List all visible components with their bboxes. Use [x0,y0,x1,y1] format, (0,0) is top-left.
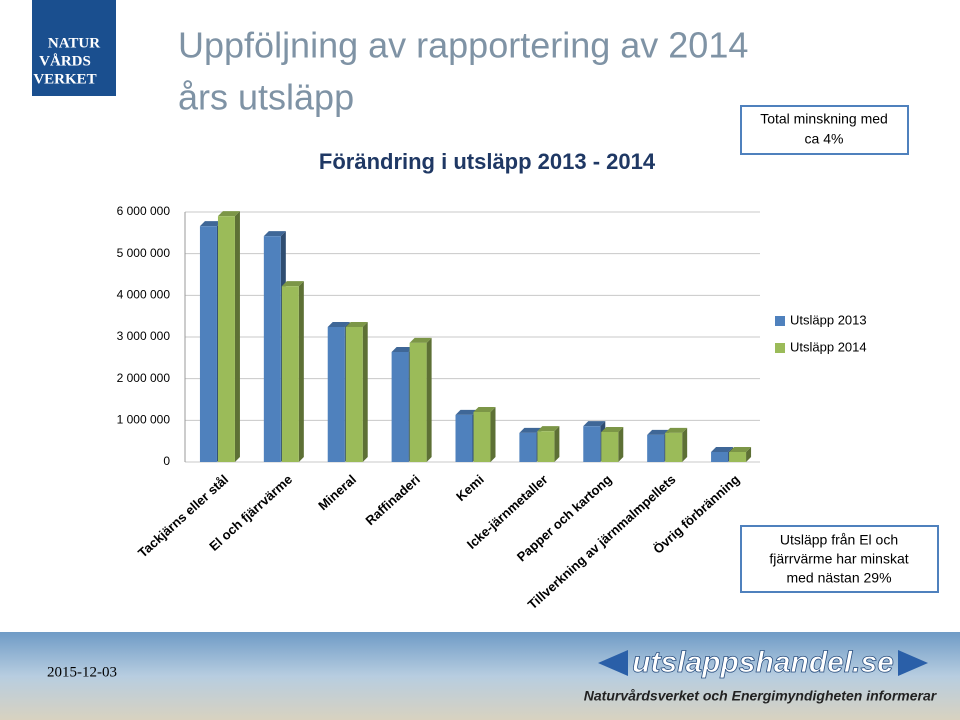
bar-top [519,427,542,433]
bar-side [618,427,624,462]
y-tick-label: 2 000 000 [117,371,171,385]
legend-label: Utsläpp 2013 [790,312,867,327]
bar-top [583,421,606,427]
legend-label: Utsläpp 2014 [790,339,867,354]
bar [665,432,683,462]
bar [327,327,345,462]
arrow-icon [598,650,628,676]
logo-text: VERKET [33,71,96,87]
bar [583,426,601,462]
bar-side [554,426,560,462]
bar-top [473,407,496,412]
callout-text: Utsläpp från El och [780,532,898,548]
footer-site: utslappshandel.se [632,646,894,679]
y-tick-label: 5 000 000 [117,246,171,260]
bar-top [263,231,286,237]
logo [32,0,116,96]
bar-top [711,447,734,452]
callout-text: ca 4% [805,131,844,147]
y-tick-label: 0 [163,454,170,468]
bar-side [490,407,496,462]
legend-swatch [775,343,785,353]
bar-side [362,322,368,462]
bar [711,452,729,462]
bar [345,327,363,462]
bar-top [345,322,368,327]
bar-top [217,211,240,217]
slide-title: Uppföljning av rapportering av 2014 [178,25,748,66]
date: 2015-12-03 [47,664,117,680]
callout-text: fjärrvärme har minskat [769,551,908,567]
y-tick-label: 1 000 000 [117,413,171,427]
bar [199,226,217,462]
logo-text: VÅRDS [39,53,91,69]
logo-text: NATUR [48,35,100,51]
bar-side [298,281,304,462]
legend-swatch [775,316,785,326]
arrow-icon [898,650,928,676]
bar [647,434,665,462]
bar [409,342,427,462]
chart-title: Förändring i utsläpp 2013 - 2014 [319,149,656,174]
callout [740,525,939,593]
y-tick-label: 4 000 000 [117,288,171,302]
bar [455,414,473,462]
bar-top [601,427,624,432]
bar-side [682,427,688,462]
bar-top [537,426,560,432]
bar [519,432,537,462]
bar [281,286,299,462]
footer-sub: Naturvårdsverket och Energimyndigheten i… [584,688,938,704]
bar-top [327,322,350,327]
bar [537,431,555,462]
bar-side [234,211,240,462]
bar-top [647,429,670,435]
bar-top [199,221,222,227]
bar-side [426,337,432,462]
bar [391,352,409,462]
bar [473,412,491,462]
bar-top [729,447,752,452]
callout-text: Total minskning med [760,111,888,127]
bar-top [391,347,414,352]
footer [0,632,960,720]
y-tick-label: 6 000 000 [117,204,171,218]
bar [263,236,281,462]
callout-text: med nästan 29% [786,570,891,586]
bar-top [409,337,432,343]
bar-top [455,409,478,415]
bar [601,432,619,462]
bar [217,216,235,462]
callout [740,105,909,155]
bar-top [665,427,688,433]
bar [729,452,747,462]
bar-top [281,281,304,287]
slide-title: års utsläpp [178,77,354,118]
y-tick-label: 3 000 000 [117,329,171,343]
